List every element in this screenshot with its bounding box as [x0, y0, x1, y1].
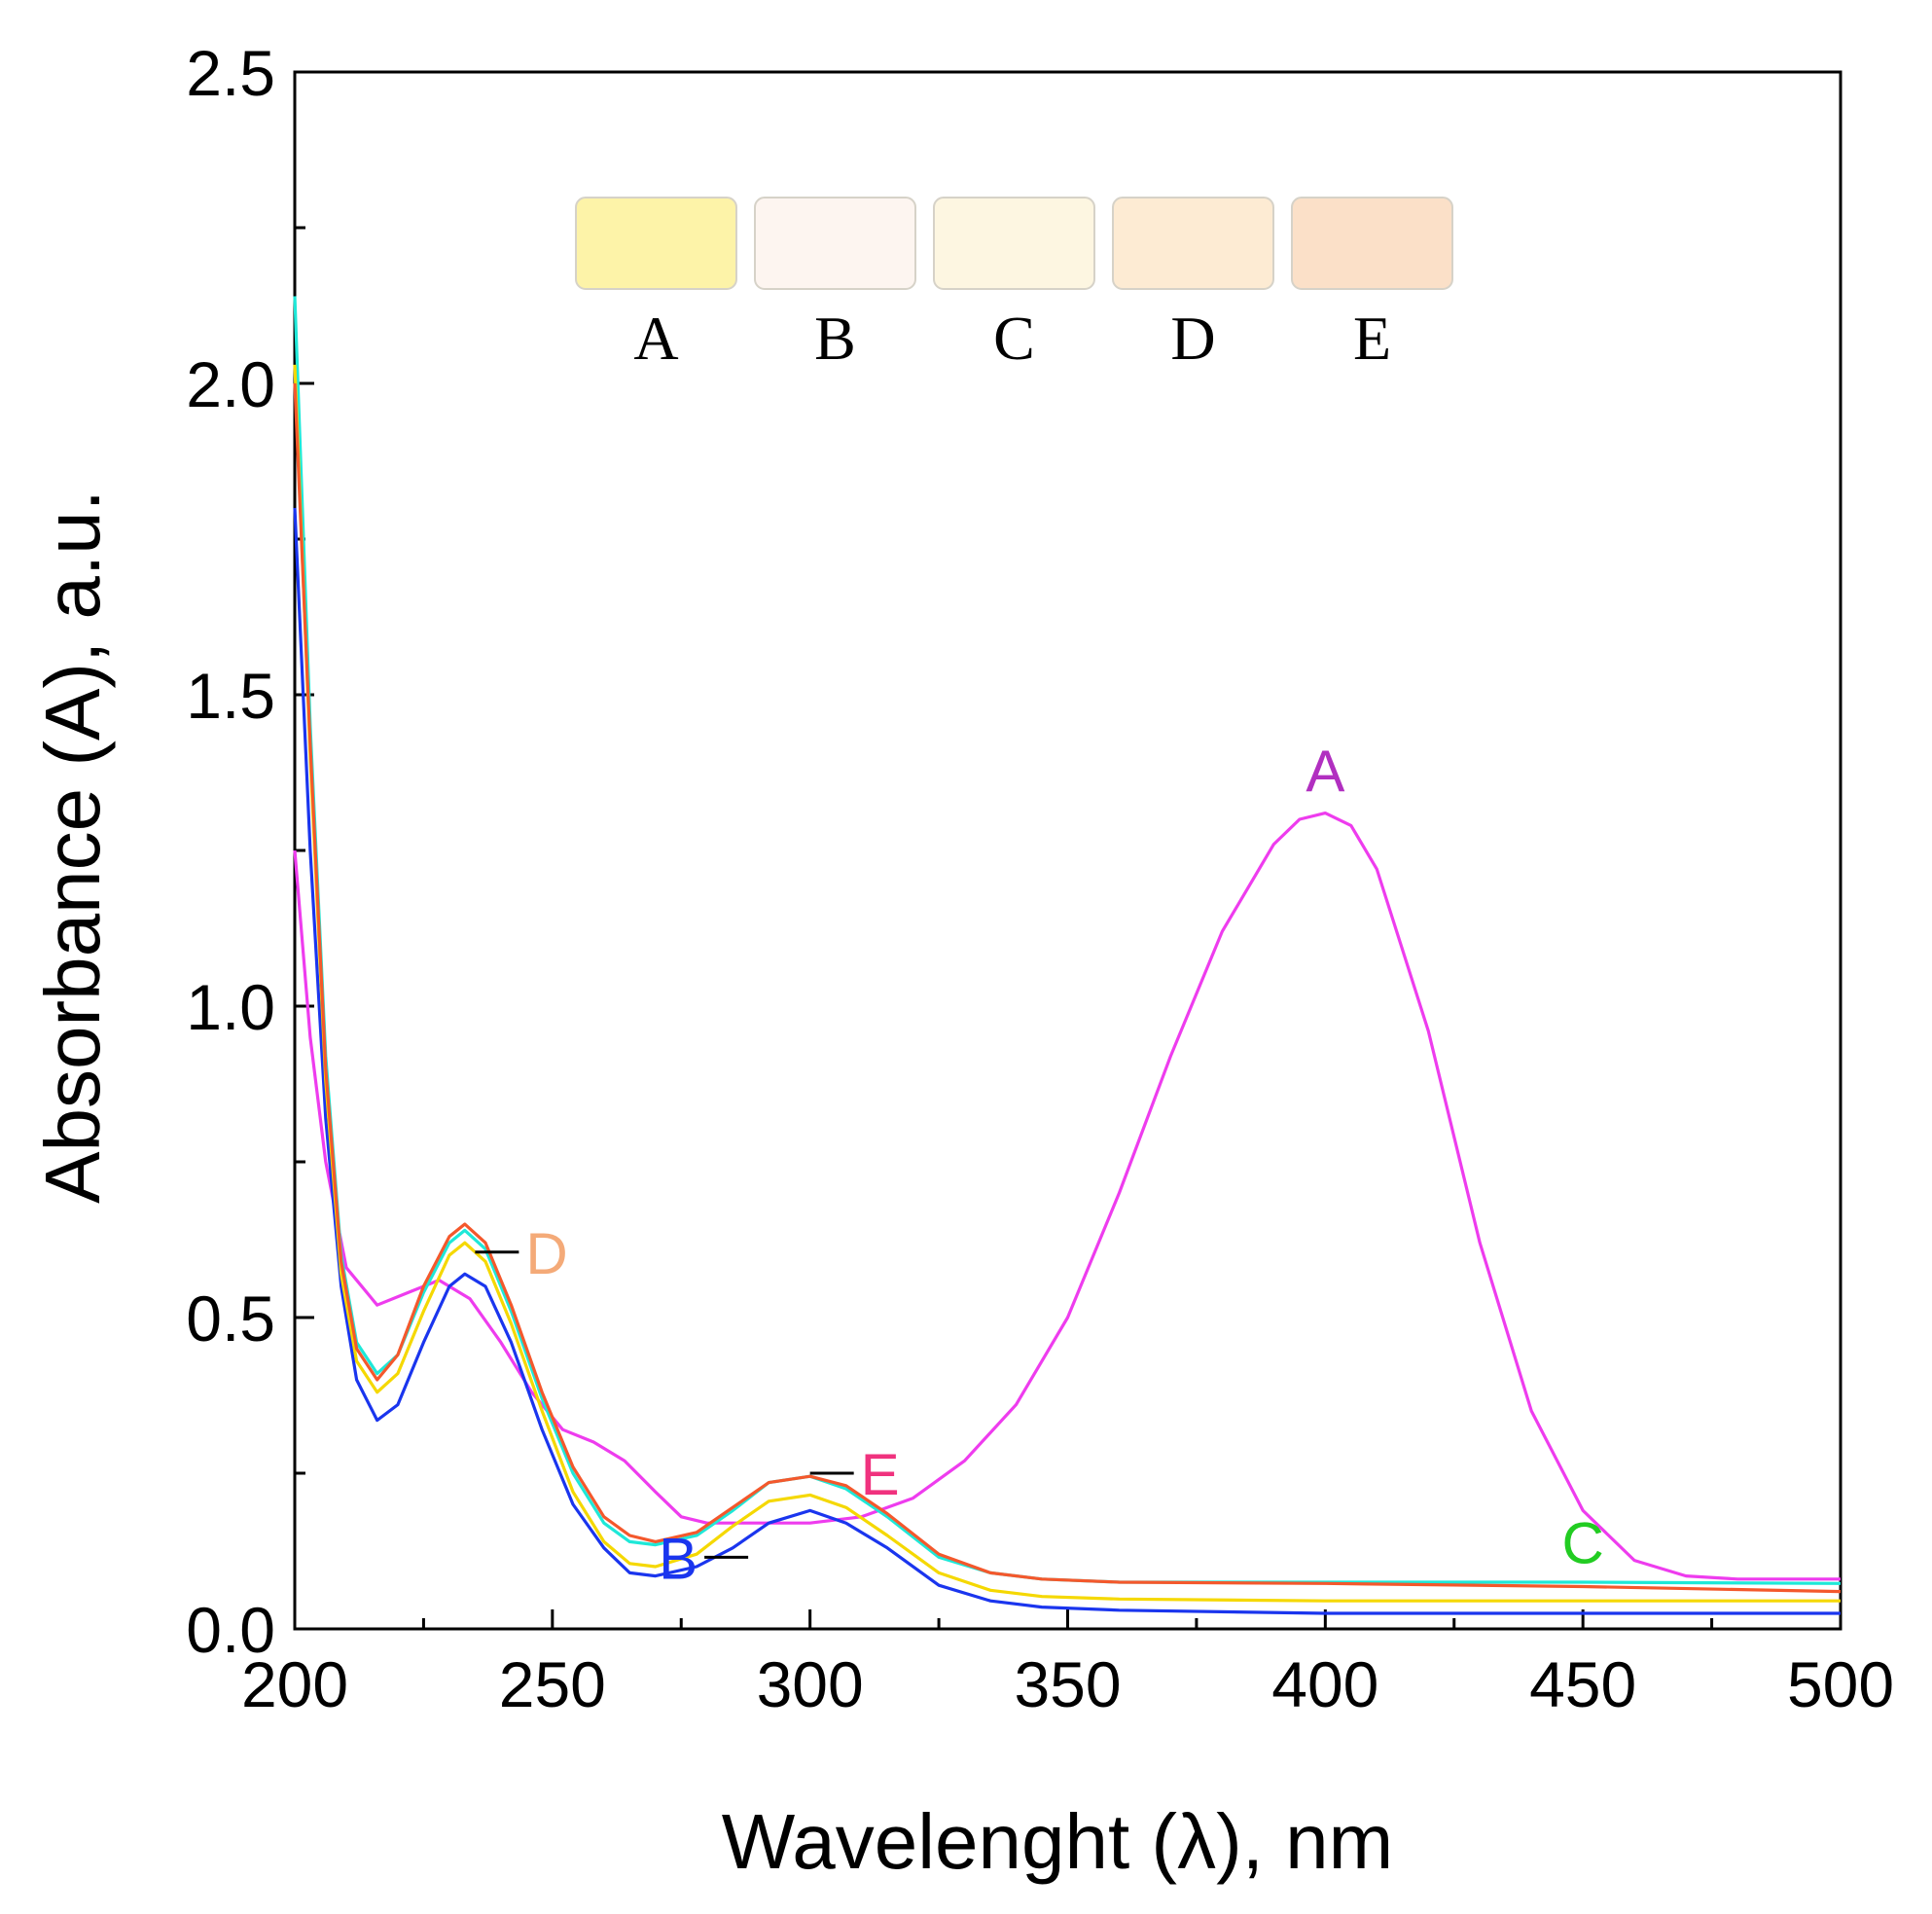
y-tick-label: 2.0	[186, 348, 275, 420]
y-tick-label: 2.5	[186, 37, 275, 109]
y-tick-label: 1.0	[186, 971, 275, 1043]
series-tag-b: B	[659, 1526, 698, 1591]
vial-color-inset: A B C D E	[575, 197, 1453, 373]
series-tag-c: C	[1561, 1510, 1603, 1575]
x-tick-label: 500	[1787, 1648, 1894, 1720]
x-tick-label: 300	[757, 1648, 864, 1720]
series-tag-d: D	[525, 1221, 567, 1286]
series-line-e	[293, 382, 1842, 1594]
x-tick-label: 400	[1271, 1648, 1378, 1720]
vial-label-c: C	[993, 304, 1035, 373]
series-tag-a: A	[1306, 739, 1344, 804]
vial-swatch-c	[933, 197, 1095, 290]
y-tick-label: 0.5	[186, 1282, 275, 1354]
vial-label-a: A	[633, 304, 678, 373]
series-line-a	[293, 812, 1841, 1581]
series-tag-e: E	[861, 1442, 900, 1507]
x-tick-label: 350	[1014, 1648, 1121, 1720]
x-tick-label: 250	[499, 1648, 606, 1720]
vial-label-d: D	[1170, 304, 1215, 373]
series-lines	[293, 296, 1842, 1615]
series-annotations: A D E B C	[475, 739, 1604, 1591]
y-axis-title: Absorbance (A), a.u.	[29, 489, 116, 1204]
y-tick-label: 0.0	[186, 1594, 275, 1666]
series-line-d	[293, 364, 1841, 1603]
x-tick-label: 450	[1529, 1648, 1636, 1720]
y-tick-label: 1.5	[186, 660, 275, 732]
x-axis-title: Wavelenght (λ), nm	[722, 1798, 1394, 1885]
axis-titles: Wavelenght (λ), nm Absorbance (A), a.u.	[29, 489, 1393, 1885]
plot-frame	[293, 70, 1843, 1631]
vial-swatch-e	[1291, 197, 1453, 290]
vial-swatch-d	[1112, 197, 1274, 290]
series-line-b	[293, 507, 1841, 1615]
vial-label-e: E	[1353, 304, 1391, 373]
x-tick-label: 200	[241, 1648, 348, 1720]
vial-swatch-a	[575, 197, 737, 290]
vial-swatch-b	[754, 197, 916, 290]
vial-label-b: B	[814, 304, 856, 373]
axes: 200 250 300 350 400 450 500 0.0 0.5 1.0 1.5 2.0 2.5	[186, 37, 1894, 1720]
